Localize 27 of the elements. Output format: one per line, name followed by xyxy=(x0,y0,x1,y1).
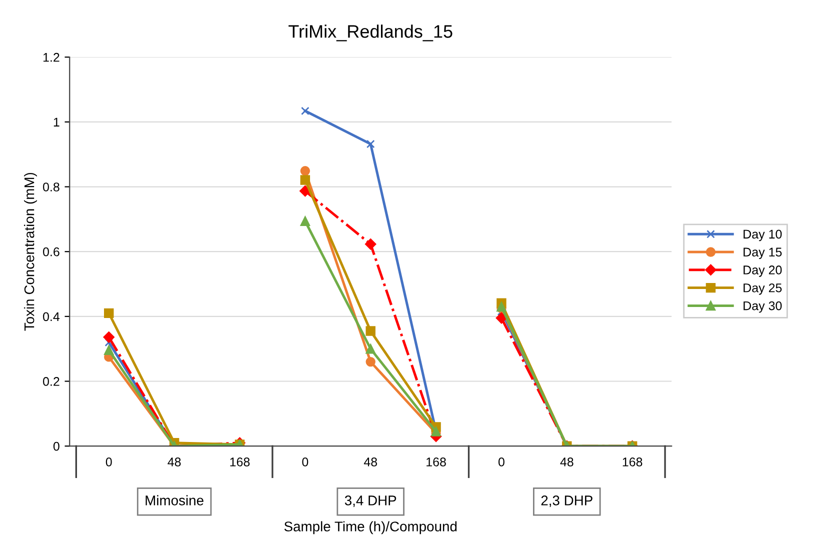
x-axis-title: Sample Time (h)/Compound xyxy=(284,521,457,534)
x-tick-label: 48 xyxy=(364,458,378,466)
y-axis-title: Toxin Concentration (mM) xyxy=(24,172,37,331)
legend-label: Day 20 xyxy=(744,266,782,277)
text: 2,3 DHP xyxy=(541,496,592,508)
y-tick-label: 1.2 xyxy=(43,52,60,62)
text: 3,4 DHP xyxy=(344,496,396,508)
text: Mimosine xyxy=(146,495,204,506)
legend-label: Day 10 xyxy=(744,230,782,242)
legend-label: Day 30 xyxy=(744,301,782,313)
x-tick-label: 168 xyxy=(230,458,250,466)
x-tick-label: 0 xyxy=(106,458,112,466)
y-tick-label: 0.4 xyxy=(43,312,60,322)
x-tick-label: 48 xyxy=(560,458,574,466)
x-tick-label: 168 xyxy=(622,458,642,466)
y-tick-label: 0.8 xyxy=(43,182,60,192)
x-tick-label: 0 xyxy=(302,458,308,466)
x-tick-label: 48 xyxy=(168,458,181,466)
legend-label: Day 25 xyxy=(744,283,782,295)
legend-label: Day 15 xyxy=(744,248,782,259)
y-tick-label: 1 xyxy=(54,118,60,126)
x-tick-label: 0 xyxy=(498,458,504,466)
y-tick-label: 0.2 xyxy=(43,377,60,386)
x-tick-label: 168 xyxy=(426,458,446,466)
chart-title: TriMix_Redlands_15 xyxy=(288,24,452,42)
y-tick-label: 0 xyxy=(53,442,60,451)
y-tick-label: 0.6 xyxy=(43,247,60,256)
